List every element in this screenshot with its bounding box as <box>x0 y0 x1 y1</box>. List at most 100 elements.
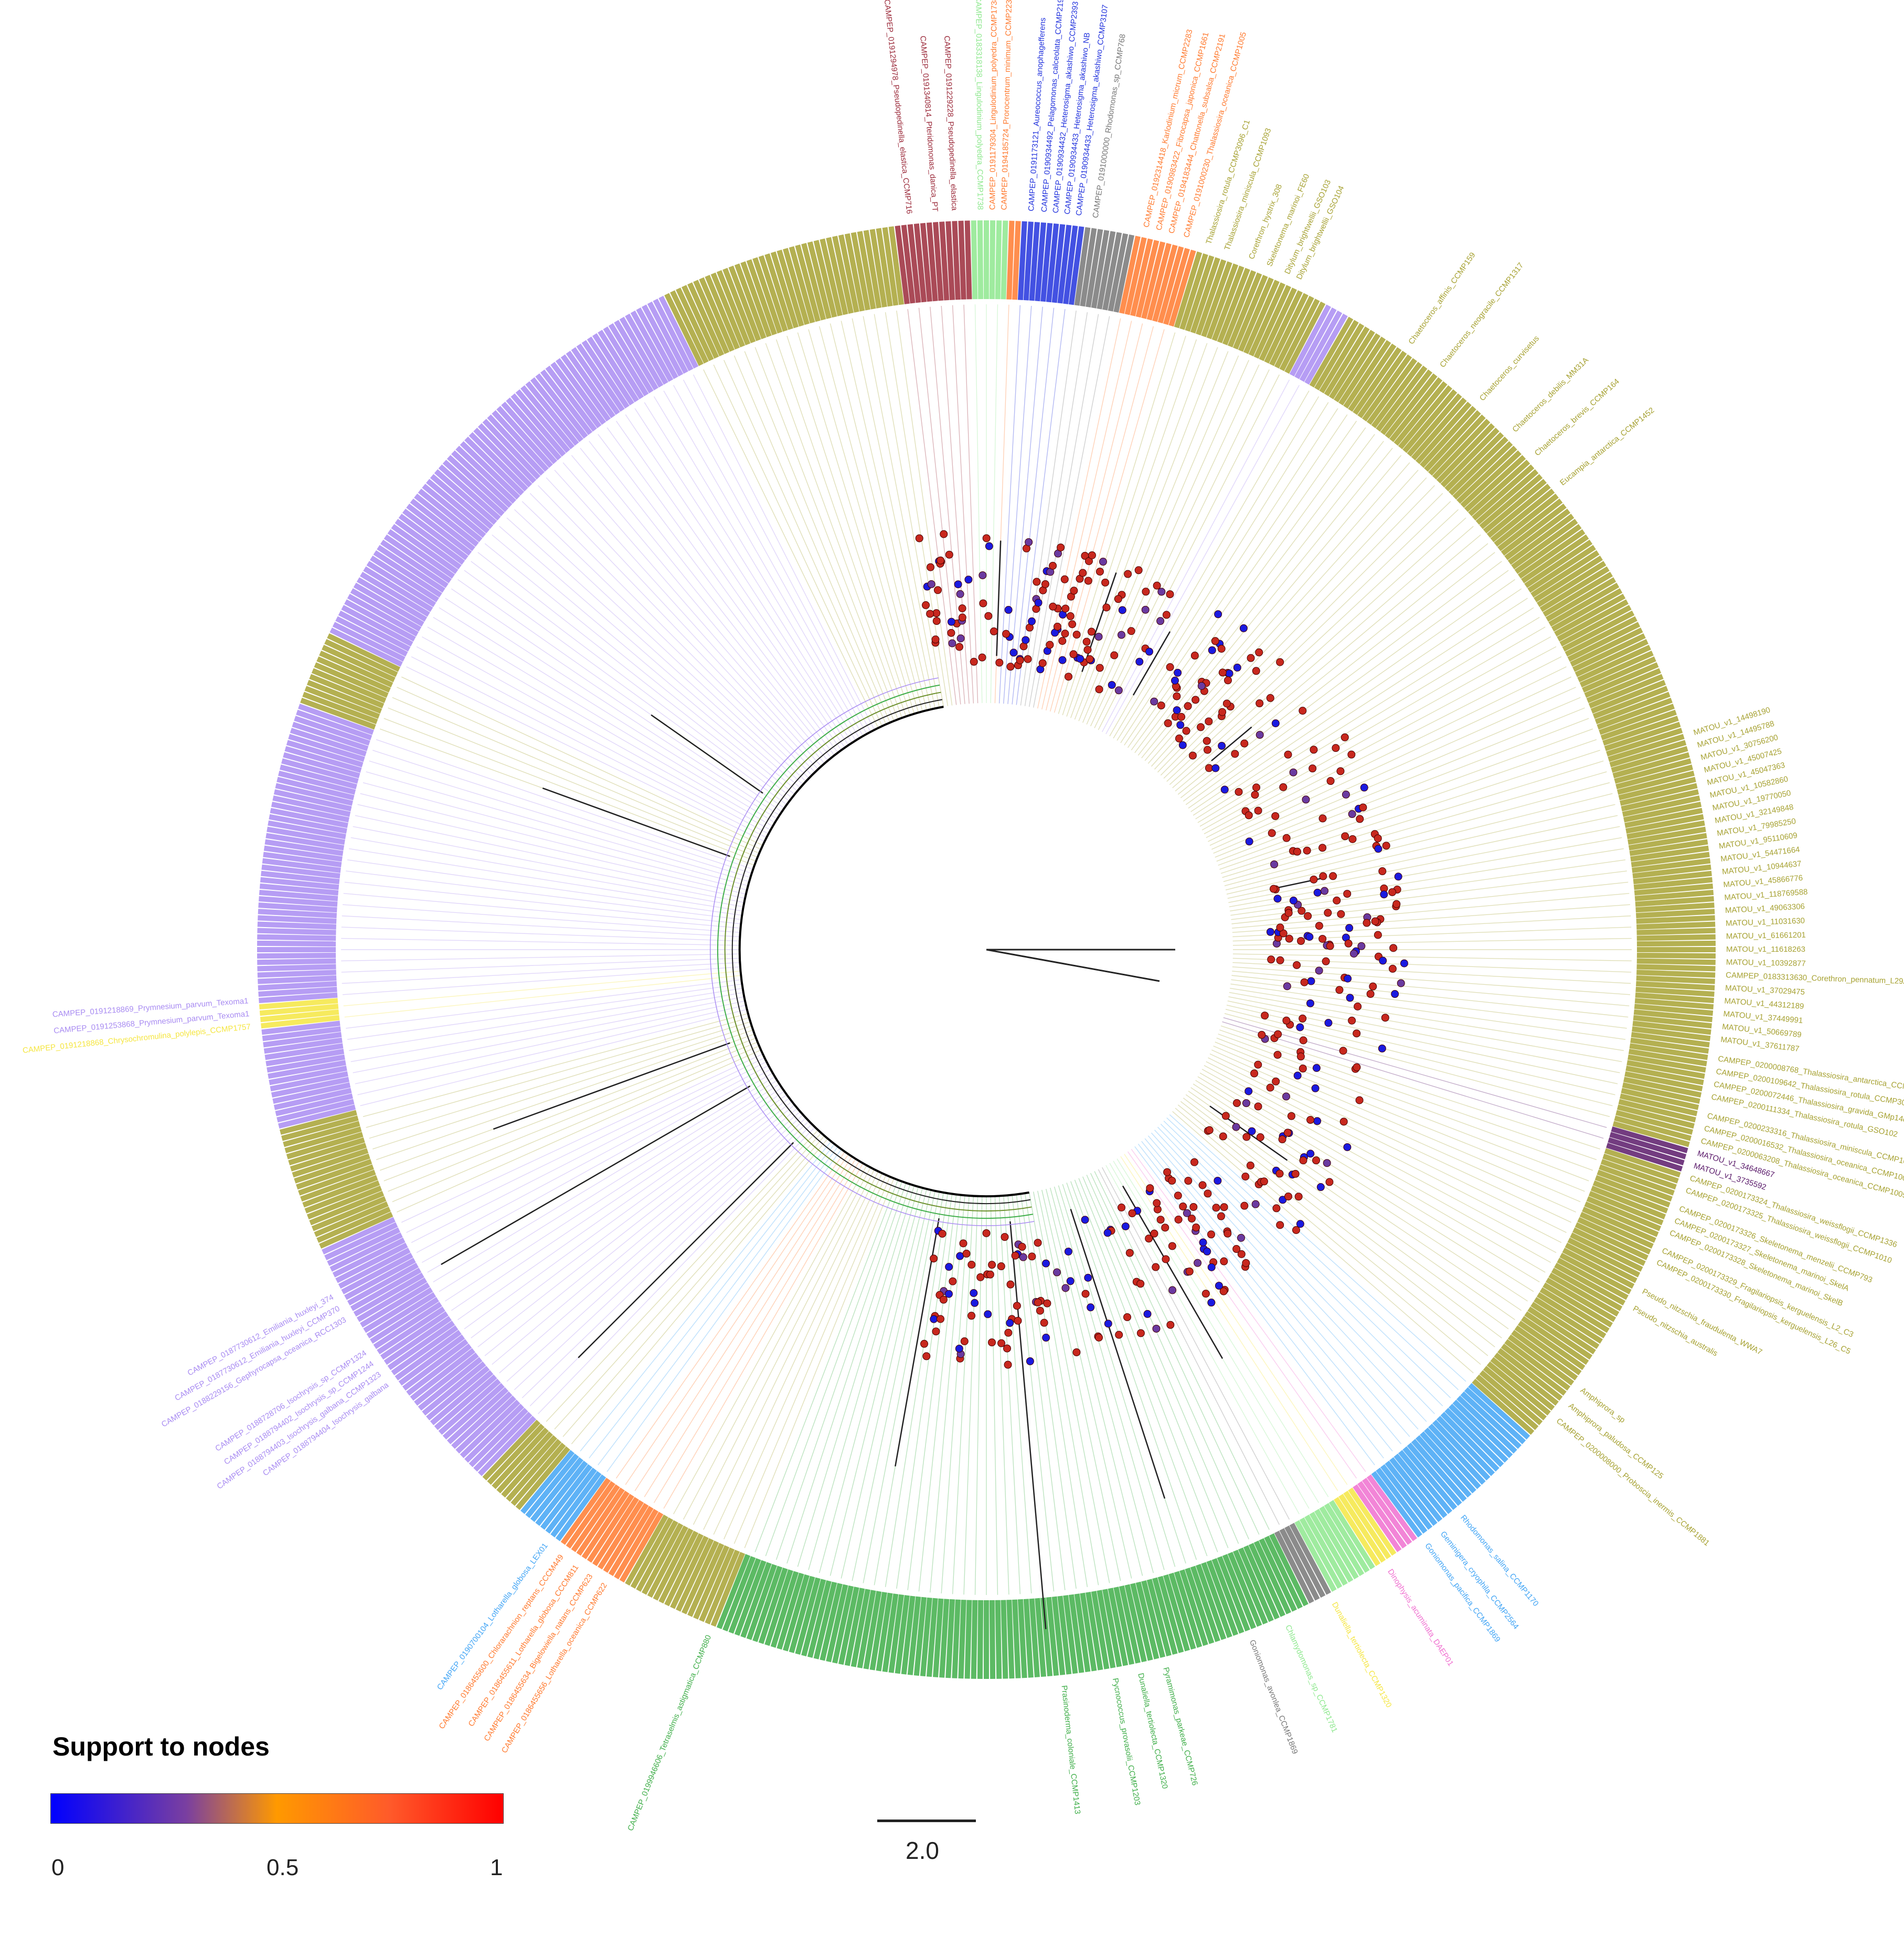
leaf-branch <box>372 750 752 874</box>
support-node <box>1064 1247 1072 1256</box>
leaf-label-block <box>273 789 352 812</box>
support-node <box>1251 791 1259 799</box>
leaf-label-block <box>296 1158 373 1190</box>
support-node <box>1212 1204 1220 1212</box>
leaf-branch <box>1169 517 1466 785</box>
leaf-label-block <box>477 423 537 484</box>
leaf-label-block <box>977 220 984 300</box>
leaf-label-block <box>1632 1020 1711 1035</box>
support-node <box>1321 887 1329 895</box>
leaf-branch <box>1224 1013 1610 1118</box>
leaf-branch <box>1215 707 1585 858</box>
leaf-branch <box>1120 408 1338 743</box>
support-node <box>1312 1064 1321 1072</box>
support-node <box>1141 605 1150 614</box>
leaf-label-block <box>869 1591 887 1671</box>
leaf-label-block <box>426 478 490 534</box>
leaf-label-block <box>820 1583 843 1661</box>
leaf-label-block <box>1624 1071 1703 1092</box>
leaf-branch <box>775 1183 907 1560</box>
leaf-label-block <box>1163 248 1190 325</box>
leaf-label-block <box>1113 234 1135 313</box>
leaf-label-block <box>783 248 810 325</box>
support-node <box>1087 1303 1095 1312</box>
leaf-label-block <box>1029 222 1040 301</box>
support-node <box>1284 1192 1293 1200</box>
leaf-label-block <box>1534 555 1603 602</box>
leaf-label-block <box>1600 1158 1677 1190</box>
leaf-branch <box>341 927 740 942</box>
leaf-label-block <box>259 1004 339 1016</box>
support-node <box>1294 1193 1303 1201</box>
leaf-label-block <box>438 464 501 521</box>
leaf-branch <box>1131 427 1366 751</box>
leaf-label-block <box>387 1321 455 1370</box>
support-node <box>1004 1360 1012 1369</box>
support-node <box>1344 974 1352 983</box>
leaf-label-block <box>316 1206 391 1243</box>
leaf-label-block <box>614 320 658 391</box>
support-node <box>1215 1282 1223 1290</box>
leaf-label-block <box>1289 304 1331 377</box>
support-node <box>1315 922 1323 930</box>
leaf-label-block <box>1046 1597 1059 1676</box>
leaf-label-block <box>515 1446 570 1510</box>
leaf-label-block <box>350 1268 422 1311</box>
leaf-label-block <box>850 232 870 311</box>
leaf-label-block <box>525 1453 579 1518</box>
leaf-label-block <box>1211 265 1244 342</box>
leaf-label-block <box>1511 1329 1578 1381</box>
leaf-branch <box>439 1080 778 1292</box>
leaf-branch <box>360 793 748 890</box>
leaf-label-block <box>1001 220 1008 300</box>
support-node <box>1197 682 1206 690</box>
support-node <box>1197 723 1205 731</box>
leaf-branch <box>1231 881 1629 924</box>
support-node <box>1284 909 1293 917</box>
support-node <box>1378 1044 1386 1052</box>
support-node <box>1366 990 1375 998</box>
leaf-label-block <box>464 437 525 496</box>
leaf-label: CAMPEP_0183313630_Corethron_pennatum_L29… <box>1726 971 1904 986</box>
leaf-label-block <box>1599 1164 1675 1196</box>
root-branch <box>986 949 1160 982</box>
leaf-label-block <box>722 268 756 344</box>
leaf-branch <box>1177 1104 1488 1356</box>
leaf-label-block <box>647 301 688 374</box>
support-node <box>1388 964 1397 973</box>
support-node <box>1231 750 1239 758</box>
support-node <box>1168 1286 1177 1294</box>
leaf-label-block <box>1588 1190 1664 1226</box>
leaf-label-block <box>482 1420 541 1481</box>
support-node <box>1022 636 1030 644</box>
leaf-label-block <box>770 251 799 328</box>
leaf-label-block <box>1629 1043 1708 1060</box>
leaf-label-block <box>430 474 494 529</box>
support-node <box>1156 1216 1165 1224</box>
leaf-label-block <box>492 410 549 472</box>
support-node <box>1241 1173 1250 1181</box>
leaf-branch <box>663 1163 864 1509</box>
leaf-branch <box>1102 379 1290 732</box>
leaf-label-block <box>1380 1464 1433 1530</box>
leaf-label-block <box>1534 1297 1603 1344</box>
support-node <box>1104 1320 1112 1328</box>
leaf-branch <box>1226 804 1615 895</box>
leaf-label-block <box>278 1104 356 1129</box>
support-node <box>982 1229 991 1237</box>
leaf-label-block <box>263 852 342 868</box>
leaf-label-block <box>752 1566 783 1642</box>
leaf-branch <box>1216 718 1589 862</box>
support-node <box>930 1254 938 1263</box>
support-node <box>1084 1273 1092 1282</box>
leaf-label-block <box>363 1287 433 1333</box>
leaf-label-block <box>1179 253 1208 330</box>
leaf-branch <box>963 304 978 704</box>
support-node <box>970 657 978 666</box>
leaf-branch <box>347 983 742 1040</box>
leaf-label-block <box>434 1374 497 1430</box>
support-node <box>1108 681 1116 689</box>
support-node <box>1267 955 1275 964</box>
leaf-label-block <box>373 1302 442 1349</box>
leaf-label-block <box>664 1533 704 1607</box>
